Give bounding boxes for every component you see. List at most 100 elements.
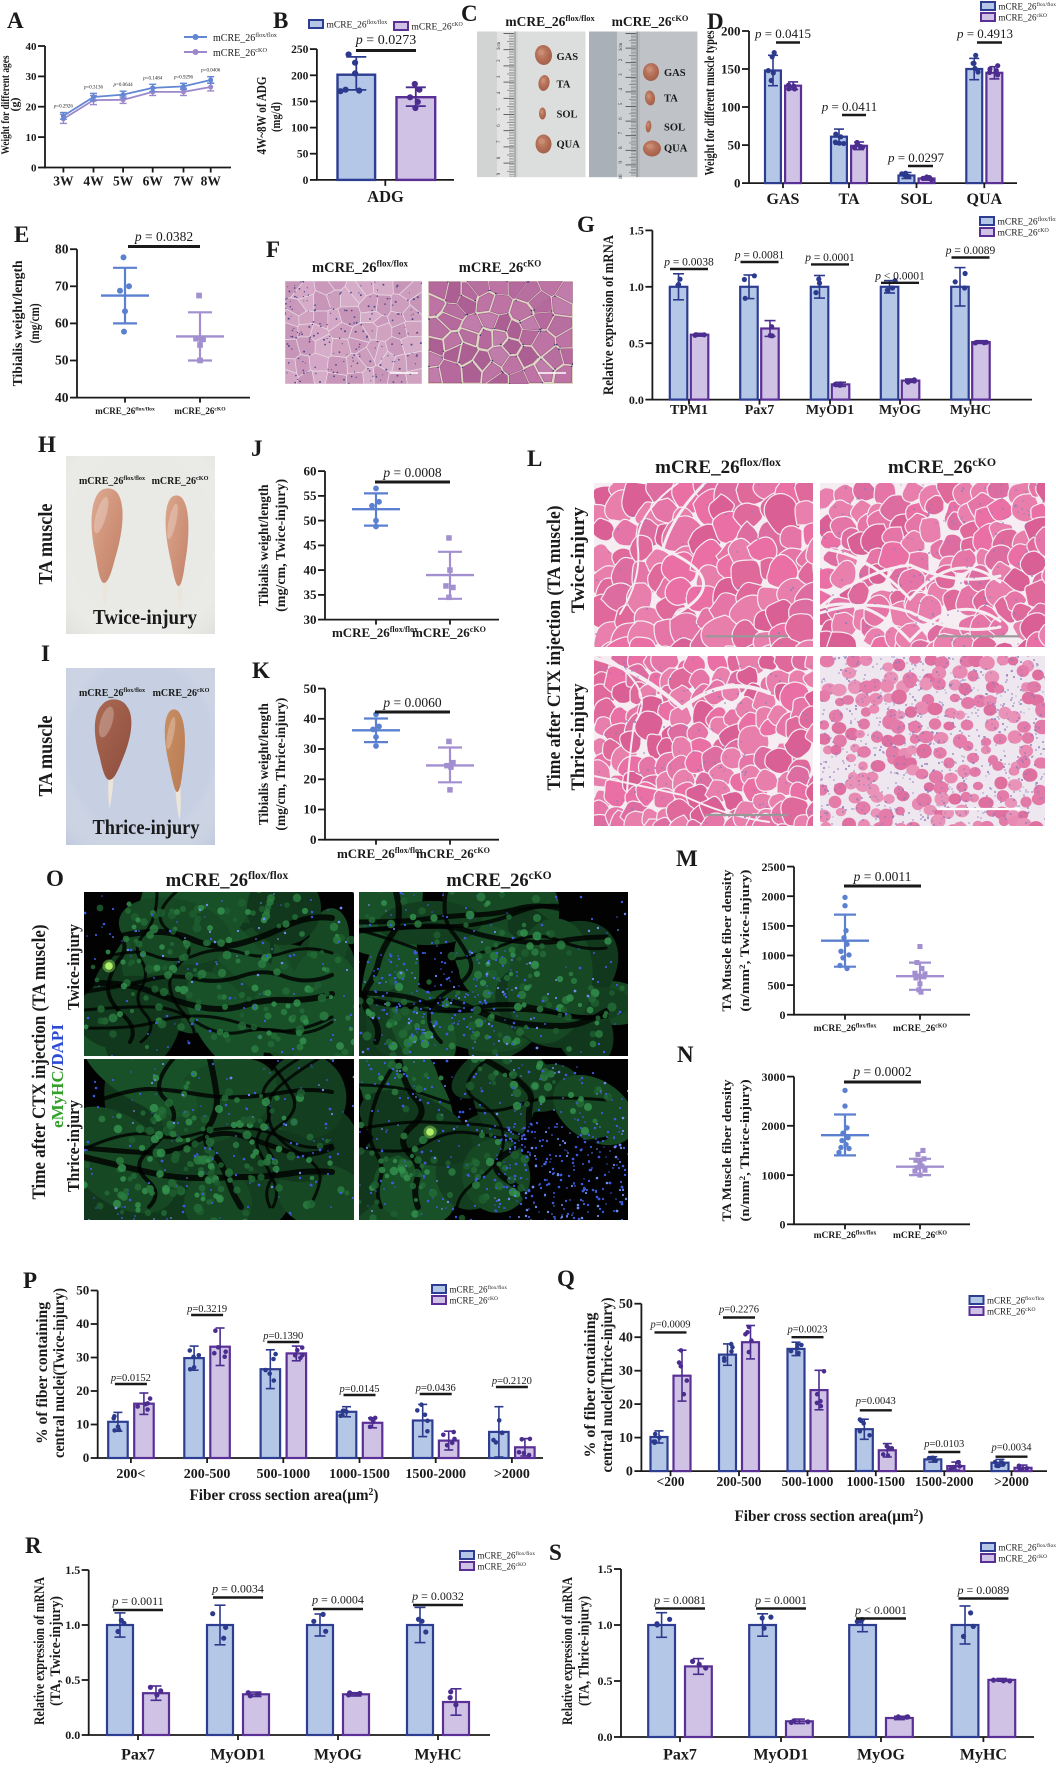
svg-text:100: 100 (721, 100, 741, 115)
svg-text:(TA, Twice-injury): (TA, Twice-injury) (48, 1596, 64, 1706)
svg-text:mCRE_26cKO: mCRE_26cKO (152, 475, 209, 487)
svg-text:mCRE_26flox/flox: mCRE_26flox/flox (814, 1023, 877, 1034)
svg-text:Time after CTX injection (TA m: Time after CTX injection (TA muscle) (545, 506, 565, 791)
svg-text:35: 35 (304, 587, 318, 602)
svg-text:p = 0.0089: p = 0.0089 (945, 245, 996, 257)
svg-text:(g): (g) (8, 98, 22, 112)
svg-text:p < 0.0001: p < 0.0001 (854, 1603, 907, 1617)
svg-text:p = 0.0001: p = 0.0001 (754, 1593, 807, 1607)
svg-text:3: 3 (497, 75, 502, 78)
svg-text:MyHC: MyHC (950, 403, 991, 418)
svg-text:6: 6 (619, 117, 624, 120)
svg-text:F: F (266, 237, 280, 262)
svg-text:3000: 3000 (762, 1070, 786, 1084)
svg-text:(n/mm2, Twice-injury): (n/mm2, Twice-injury) (737, 870, 752, 1012)
svg-text:GAS: GAS (557, 52, 579, 63)
svg-text:mCRE_26cKO: mCRE_26cKO (174, 406, 226, 416)
svg-text:7: 7 (619, 131, 624, 134)
svg-text:(mg/cm, Thrice-injury): (mg/cm, Thrice-injury) (273, 698, 288, 831)
svg-text:mCRE_26flox/flox: mCRE_26flox/flox (998, 216, 1056, 228)
svg-text:p = 0.0034: p = 0.0034 (211, 1582, 264, 1596)
svg-text:MyOG: MyOG (879, 403, 921, 418)
svg-text:1500-2000: 1500-2000 (915, 1474, 974, 1489)
svg-text:5: 5 (619, 102, 624, 105)
svg-text:B: B (273, 8, 288, 33)
svg-text:200: 200 (721, 24, 741, 39)
svg-text:3: 3 (619, 73, 624, 76)
svg-text:TA Muscle fiber density: TA Muscle fiber density (719, 1079, 734, 1222)
svg-text:p=0.0145: p=0.0145 (338, 1384, 379, 1395)
svg-text:0.0: 0.0 (598, 1730, 613, 1744)
svg-text:100: 100 (291, 123, 309, 135)
svg-text:mCRE_26flox/flox: mCRE_26flox/flox (999, 1542, 1056, 1552)
svg-text:10: 10 (26, 132, 38, 144)
svg-text:MyOD1: MyOD1 (753, 1746, 808, 1763)
svg-text:p = 0.0081: p = 0.0081 (653, 1593, 706, 1607)
svg-text:250: 250 (291, 44, 309, 56)
svg-text:1.5: 1.5 (629, 224, 644, 238)
svg-text:p = 0.0038: p = 0.0038 (663, 257, 714, 269)
svg-text:30: 30 (304, 741, 317, 756)
svg-text:1500-2000: 1500-2000 (405, 1467, 466, 1482)
svg-text:1cm: 1cm (497, 42, 502, 51)
svg-text:p = 0.0004: p = 0.0004 (311, 1593, 364, 1607)
svg-text:(mg/d): (mg/d) (268, 102, 283, 132)
svg-text:0.5: 0.5 (65, 1673, 80, 1687)
svg-text:p=0.0152: p=0.0152 (110, 1373, 151, 1384)
svg-text:mCRE_26cKO: mCRE_26cKO (612, 14, 689, 29)
svg-text:Twice-injury: Twice-injury (64, 924, 83, 1010)
svg-text:8: 8 (497, 156, 502, 159)
svg-text:QUA: QUA (557, 140, 581, 151)
svg-text:8W: 8W (201, 174, 222, 189)
svg-text:40: 40 (619, 1330, 633, 1345)
svg-text:60: 60 (304, 463, 317, 478)
svg-text:9: 9 (619, 161, 624, 164)
svg-text:K: K (252, 658, 270, 683)
svg-text:mCRE_26cKO: mCRE_26cKO (213, 47, 267, 59)
svg-text:p = 0.0411: p = 0.0411 (821, 99, 878, 114)
svg-text:6: 6 (497, 124, 502, 127)
svg-text:p=0.2926: p=0.2926 (53, 105, 74, 110)
svg-text:>2000: >2000 (494, 1467, 530, 1482)
svg-text:mCRE_26cKO: mCRE_26cKO (412, 625, 486, 640)
svg-text:1cm: 1cm (619, 43, 624, 52)
svg-text:GAS: GAS (664, 68, 686, 79)
svg-text:p = 0.0001: p = 0.0001 (804, 252, 855, 264)
svg-text:p=0.0436: p=0.0436 (415, 1383, 456, 1394)
svg-text:1000: 1000 (762, 1168, 786, 1182)
svg-text:2500: 2500 (762, 860, 786, 874)
svg-text:mCRE_26flox/flox: mCRE_26flox/flox (213, 32, 278, 44)
svg-text:50: 50 (297, 149, 309, 161)
svg-text:p=0.1484: p=0.1484 (142, 76, 163, 81)
svg-text:40: 40 (55, 390, 69, 405)
svg-text:2: 2 (619, 58, 624, 61)
svg-text:L: L (527, 446, 542, 471)
svg-text:N: N (677, 1042, 694, 1067)
svg-text:p = 0.0011: p = 0.0011 (853, 869, 912, 884)
svg-text:SOL: SOL (900, 191, 932, 208)
svg-text:p = 0.0382: p = 0.0382 (134, 229, 193, 244)
svg-text:mCRE_26cKO: mCRE_26cKO (999, 13, 1048, 23)
svg-text:30: 30 (26, 71, 38, 83)
svg-text:TA: TA (664, 94, 678, 105)
svg-text:1.5: 1.5 (598, 1562, 613, 1576)
svg-text:0: 0 (83, 1450, 90, 1465)
svg-text:C: C (461, 1, 478, 26)
svg-text:4: 4 (619, 88, 624, 91)
svg-text:H: H (38, 432, 56, 457)
svg-text:mCRE_26cKO: mCRE_26cKO (412, 22, 464, 33)
svg-text:mCRE_26cKO: mCRE_26cKO (450, 1296, 499, 1306)
svg-text:0.5: 0.5 (598, 1674, 613, 1688)
svg-text:I: I (41, 641, 50, 666)
svg-text:Pax7: Pax7 (663, 1746, 697, 1763)
svg-text:SOL: SOL (557, 110, 578, 121)
svg-text:5: 5 (497, 108, 502, 111)
svg-text:central nuclei(Thrice-injury): central nuclei(Thrice-injury) (599, 1298, 616, 1473)
svg-text:p=0.0009: p=0.0009 (649, 1320, 690, 1331)
svg-text:MyOD1: MyOD1 (210, 1746, 265, 1763)
svg-text:p = 0.0008: p = 0.0008 (382, 465, 441, 480)
svg-text:mCRE_26cKO: mCRE_26cKO (459, 259, 541, 277)
svg-text:<200: <200 (657, 1474, 685, 1489)
svg-text:Relative expression of mRNA: Relative expression of mRNA (601, 235, 617, 395)
svg-text:9: 9 (497, 172, 502, 175)
